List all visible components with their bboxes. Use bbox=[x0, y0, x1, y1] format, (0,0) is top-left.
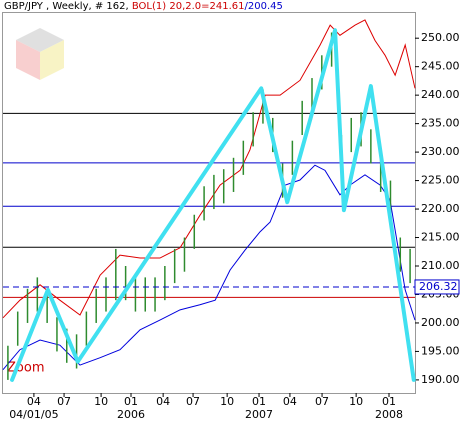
x-sub-label: 2008 bbox=[375, 408, 403, 421]
chart-title: GBP/JPY , Weekly, # 162, BOL(1) 20,2.0=2… bbox=[4, 1, 283, 12]
y-tick-label: 200.00 bbox=[421, 316, 460, 329]
x-sub-label: 2006 bbox=[117, 408, 145, 421]
y-tick-label: 215.00 bbox=[421, 231, 460, 244]
x-tick-label: 10 bbox=[94, 395, 108, 408]
title-indicator2: /200.45 bbox=[245, 1, 283, 12]
y-tick-label: 225.00 bbox=[421, 174, 460, 187]
title-symbol: GBP/JPY , Weekly, # 162, bbox=[4, 1, 132, 12]
x-tick-label: 10 bbox=[220, 395, 234, 408]
x-tick-label: 07 bbox=[186, 395, 200, 408]
y-tick-label: 230.00 bbox=[421, 145, 460, 158]
y-tick-label: 235.00 bbox=[421, 117, 460, 130]
x-tick-label: 01 bbox=[252, 395, 266, 408]
y-tick-label: 250.00 bbox=[421, 31, 460, 44]
price-label-box bbox=[414, 279, 460, 295]
price-label: 206.32 bbox=[419, 280, 458, 293]
plot-frame bbox=[2, 12, 416, 394]
logo bbox=[16, 28, 64, 80]
y-tick-label: 190.00 bbox=[421, 373, 460, 386]
y-tick-label: 220.00 bbox=[421, 202, 460, 215]
x-tick-label: 04 bbox=[27, 395, 41, 408]
x-sub-label: 04/01/05 bbox=[9, 408, 58, 421]
x-tick-label: 07 bbox=[57, 395, 71, 408]
x-tick-label: 04 bbox=[156, 395, 170, 408]
x-tick-label: 01 bbox=[124, 395, 138, 408]
title-indicator: BOL(1) 20,2.0=241.61 bbox=[132, 1, 245, 12]
bollinger-band bbox=[2, 164, 416, 370]
x-tick-label: 01 bbox=[382, 395, 396, 408]
x-tick-label: 10 bbox=[349, 395, 363, 408]
x-sub-label: 2007 bbox=[245, 408, 273, 421]
y-tick-label: 245.00 bbox=[421, 60, 460, 73]
y-tick-label: 240.00 bbox=[421, 88, 460, 101]
x-tick-label: 07 bbox=[315, 395, 329, 408]
zigzag-line bbox=[10, 28, 416, 382]
y-tick-label: 195.00 bbox=[421, 344, 460, 357]
y-tick-label: 210.00 bbox=[421, 259, 460, 272]
bollinger-band bbox=[2, 19, 416, 319]
x-tick-label: 04 bbox=[283, 395, 297, 408]
